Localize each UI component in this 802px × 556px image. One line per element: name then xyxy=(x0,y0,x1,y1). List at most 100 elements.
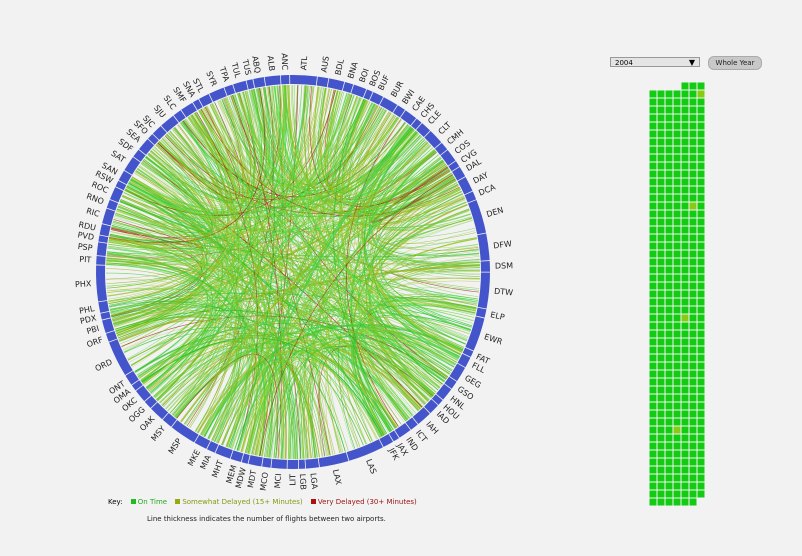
calendar-day-cell[interactable] xyxy=(689,450,697,458)
calendar-day-cell[interactable] xyxy=(697,226,705,234)
calendar-day-cell[interactable] xyxy=(681,386,689,394)
calendar-day-cell[interactable] xyxy=(657,146,665,154)
calendar-day-cell[interactable] xyxy=(665,146,673,154)
calendar-day-cell[interactable] xyxy=(697,250,705,258)
calendar-day-cell[interactable] xyxy=(689,458,697,466)
calendar-day-cell[interactable] xyxy=(673,242,681,250)
calendar-day-cell[interactable] xyxy=(657,234,665,242)
calendar-day-cell[interactable] xyxy=(657,402,665,410)
calendar-day-cell[interactable] xyxy=(689,466,697,474)
calendar-day-cell[interactable] xyxy=(689,114,697,122)
calendar-day-cell[interactable] xyxy=(657,322,665,330)
calendar-day-cell[interactable] xyxy=(673,314,681,322)
calendar-day-cell[interactable] xyxy=(681,122,689,130)
ring-segment-anc[interactable] xyxy=(280,75,290,85)
calendar-day-cell[interactable] xyxy=(649,282,657,290)
ring-segment-bur[interactable] xyxy=(379,97,398,113)
calendar-day-cell[interactable] xyxy=(697,338,705,346)
calendar-day-cell[interactable] xyxy=(673,202,681,210)
calendar-day-cell[interactable] xyxy=(697,466,705,474)
calendar-day-cell[interactable] xyxy=(689,410,697,418)
calendar-day-cell[interactable] xyxy=(689,314,697,322)
calendar-day-cell[interactable] xyxy=(657,130,665,138)
ring-segment-aus[interactable] xyxy=(316,76,329,88)
calendar-day-cell[interactable] xyxy=(657,354,665,362)
calendar-day-cell[interactable] xyxy=(697,146,705,154)
calendar-day-cell[interactable] xyxy=(649,418,657,426)
calendar-day-cell[interactable] xyxy=(681,362,689,370)
calendar-day-cell[interactable] xyxy=(697,370,705,378)
calendar-day-cell[interactable] xyxy=(697,178,705,186)
calendar-day-cell[interactable] xyxy=(689,306,697,314)
calendar-day-cell[interactable] xyxy=(657,202,665,210)
ring-segment-san[interactable] xyxy=(118,170,132,185)
calendar-day-cell[interactable] xyxy=(697,138,705,146)
calendar-day-cell[interactable] xyxy=(657,138,665,146)
calendar-day-cell[interactable] xyxy=(665,370,673,378)
calendar-day-cell[interactable] xyxy=(657,330,665,338)
calendar-day-cell[interactable] xyxy=(649,498,657,506)
calendar-day-cell[interactable] xyxy=(697,194,705,202)
calendar-day-cell[interactable] xyxy=(697,186,705,194)
calendar-day-cell[interactable] xyxy=(689,202,697,210)
calendar-day-cell[interactable] xyxy=(681,98,689,106)
calendar-day-cell[interactable] xyxy=(657,442,665,450)
calendar-day-cell[interactable] xyxy=(665,394,673,402)
ring-segment-lax[interactable] xyxy=(318,452,349,468)
calendar-day-cell[interactable] xyxy=(657,426,665,434)
calendar-day-cell[interactable] xyxy=(673,234,681,242)
calendar-day-cell[interactable] xyxy=(681,370,689,378)
ring-segment-sfo[interactable] xyxy=(148,134,159,145)
calendar-day-cell[interactable] xyxy=(649,114,657,122)
calendar-day-cell[interactable] xyxy=(689,394,697,402)
calendar-day-cell[interactable] xyxy=(673,322,681,330)
calendar-grid[interactable] xyxy=(649,82,709,512)
calendar-day-cell[interactable] xyxy=(649,98,657,106)
calendar-day-cell[interactable] xyxy=(657,98,665,106)
calendar-day-cell[interactable] xyxy=(673,346,681,354)
calendar-day-cell[interactable] xyxy=(657,170,665,178)
calendar-day-cell[interactable] xyxy=(689,250,697,258)
calendar-day-cell[interactable] xyxy=(649,90,657,98)
calendar-day-cell[interactable] xyxy=(657,306,665,314)
calendar-day-cell[interactable] xyxy=(673,410,681,418)
calendar-day-cell[interactable] xyxy=(697,202,705,210)
calendar-day-cell[interactable] xyxy=(689,162,697,170)
calendar-day-cell[interactable] xyxy=(673,418,681,426)
ring-segment-pbi[interactable] xyxy=(102,318,115,334)
calendar-day-cell[interactable] xyxy=(689,402,697,410)
calendar-day-cell[interactable] xyxy=(689,266,697,274)
calendar-day-cell[interactable] xyxy=(657,346,665,354)
calendar-day-cell[interactable] xyxy=(673,146,681,154)
calendar-day-cell[interactable] xyxy=(649,306,657,314)
calendar-day-cell[interactable] xyxy=(649,426,657,434)
calendar-day-cell[interactable] xyxy=(681,82,689,90)
calendar-day-cell[interactable] xyxy=(665,306,673,314)
calendar-day-cell[interactable] xyxy=(673,394,681,402)
calendar-day-cell[interactable] xyxy=(673,194,681,202)
calendar-day-cell[interactable] xyxy=(657,90,665,98)
calendar-day-cell[interactable] xyxy=(697,90,705,98)
calendar-day-cell[interactable] xyxy=(673,114,681,122)
calendar-day-cell[interactable] xyxy=(657,450,665,458)
calendar-day-cell[interactable] xyxy=(689,378,697,386)
ring-segment-bna[interactable] xyxy=(342,82,354,93)
calendar-day-cell[interactable] xyxy=(657,362,665,370)
calendar-day-cell[interactable] xyxy=(697,154,705,162)
ring-segment-atl[interactable] xyxy=(290,75,318,86)
whole-year-button[interactable]: Whole Year xyxy=(708,56,762,70)
calendar-day-cell[interactable] xyxy=(649,354,657,362)
calendar-day-cell[interactable] xyxy=(673,466,681,474)
calendar-day-cell[interactable] xyxy=(673,290,681,298)
ring-segment-ric[interactable] xyxy=(102,208,116,226)
ring-segment-msy[interactable] xyxy=(162,413,177,427)
calendar-day-cell[interactable] xyxy=(673,130,681,138)
calendar-day-cell[interactable] xyxy=(689,106,697,114)
ring-segment-day[interactable] xyxy=(457,176,473,195)
ring-segment-pit[interactable] xyxy=(96,256,106,265)
calendar-day-cell[interactable] xyxy=(657,154,665,162)
calendar-day-cell[interactable] xyxy=(681,170,689,178)
calendar-day-cell[interactable] xyxy=(689,330,697,338)
calendar-day-cell[interactable] xyxy=(665,194,673,202)
calendar-day-cell[interactable] xyxy=(689,122,697,130)
